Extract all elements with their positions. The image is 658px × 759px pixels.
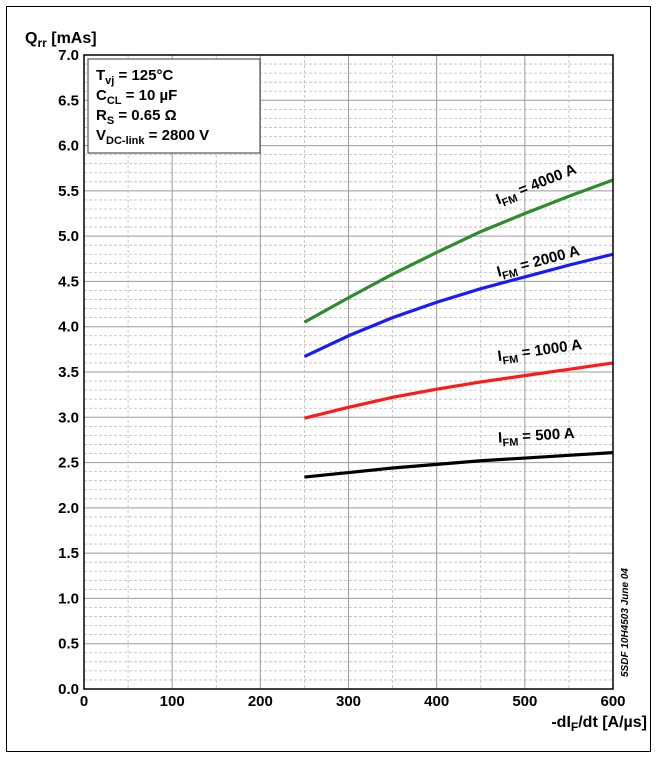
x-tick-label: 100 bbox=[160, 693, 185, 710]
x-tick-label: 300 bbox=[336, 693, 361, 710]
y-tick-label: 6.5 bbox=[58, 92, 79, 109]
x-tick-label: 400 bbox=[424, 693, 449, 710]
series-line bbox=[304, 361, 614, 420]
y-tick-label: 1.5 bbox=[58, 545, 79, 562]
y-tick-label: 5.5 bbox=[58, 183, 79, 200]
y-tick-label: 4.5 bbox=[58, 273, 79, 290]
x-axis-label: -dIF/dt [A/µs] bbox=[551, 714, 647, 734]
y-tick-label: 2.5 bbox=[58, 455, 79, 472]
x-tick-label: 0 bbox=[80, 693, 88, 710]
series-label: IFM = 500 A bbox=[498, 425, 576, 450]
series-line bbox=[304, 451, 614, 479]
series-line bbox=[303, 252, 614, 359]
tick-labels: 0.0 0.5 1.0 1.5 2.0 2.5 3.0 3.5 4.0 4.5 5.0 5.5 6.0 6… bbox=[58, 47, 625, 710]
doc-annotation: 5SDF 10H4503 June 04 bbox=[620, 568, 631, 677]
y-tick-label: 0.5 bbox=[58, 636, 79, 653]
condition-text: CCL = 10 µF bbox=[96, 87, 177, 107]
condition-text: RS = 0.65 Ω bbox=[96, 107, 177, 127]
y-tick-label: 2.0 bbox=[58, 500, 79, 517]
axis-labels: Qrr [mAs] -dIF/dt [A/µs] 5SDF 10H4503 June… bbox=[25, 30, 647, 734]
y-tick-label: 1.0 bbox=[58, 590, 79, 607]
conditions-box-border bbox=[87, 58, 261, 154]
x-tick-label: 600 bbox=[600, 693, 625, 710]
chart-frame: IFM = 4000 A IFM = 2000 A IFM = 1000 A IFM … bbox=[6, 6, 651, 752]
x-tick-label: 200 bbox=[248, 693, 273, 710]
series-line bbox=[303, 178, 614, 324]
series-label: IFM = 4000 A bbox=[494, 161, 580, 211]
y-tick-label: 7.0 bbox=[58, 47, 79, 64]
condition-text: Tvj = 125°C bbox=[96, 67, 173, 87]
y-tick-label: 4.0 bbox=[58, 319, 79, 336]
y-tick-label: 3.5 bbox=[58, 364, 79, 381]
x-tick-label: 500 bbox=[512, 693, 537, 710]
y-tick-label: 3.0 bbox=[58, 409, 79, 426]
y-tick-label: 0.0 bbox=[58, 681, 79, 698]
y-tick-label: 6.0 bbox=[58, 138, 79, 155]
y-axis-label: Qrr [mAs] bbox=[25, 30, 97, 50]
plot-border bbox=[83, 54, 614, 690]
condition-text: VDC-link = 2800 V bbox=[96, 127, 209, 147]
y-tick-label: 5.0 bbox=[58, 228, 79, 245]
grid bbox=[84, 55, 613, 689]
